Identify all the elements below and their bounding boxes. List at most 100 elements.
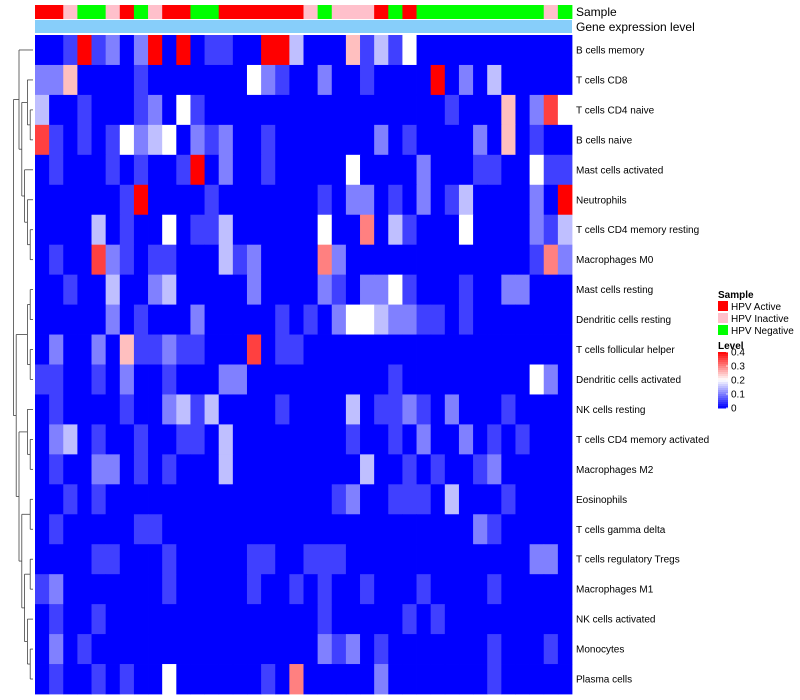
cell-r11-c0	[35, 364, 50, 395]
cell-r16-c12	[204, 514, 220, 545]
cell-r15-c34	[515, 484, 531, 515]
cell-r16-c29	[444, 514, 460, 545]
cell-r16-c31	[473, 514, 488, 545]
cell-r15-c7	[133, 484, 149, 515]
level-legend-segment	[718, 394, 728, 397]
cell-r7-c7	[133, 244, 149, 276]
cell-r14-c11	[190, 454, 205, 485]
cell-r1-c15	[246, 64, 262, 96]
level-legend-segment	[718, 378, 728, 381]
cell-r6-c23	[360, 214, 375, 246]
cell-r3-c12	[204, 124, 220, 156]
cell-r4-c2	[63, 154, 78, 186]
cell-r12-c19	[303, 394, 319, 425]
cell-r19-c9	[162, 604, 177, 635]
cell-r13-c20	[317, 424, 333, 455]
cell-r8-c35	[529, 274, 545, 305]
cell-r6-c16	[261, 214, 276, 246]
cell-r20-c33	[501, 634, 516, 665]
cell-r15-c19	[303, 484, 319, 515]
cell-r4-c15	[246, 154, 262, 186]
cell-r15-c25	[388, 484, 403, 515]
cell-r19-c31	[473, 604, 488, 635]
cell-r3-c37	[557, 124, 573, 156]
cell-r12-c25	[388, 394, 403, 425]
cell-r18-c13	[218, 574, 234, 605]
cell-r8-c5	[105, 274, 121, 305]
cell-r10-c9	[162, 334, 177, 365]
cell-r0-c27	[416, 35, 432, 66]
cell-r13-c15	[246, 424, 262, 455]
cell-r6-c12	[204, 214, 220, 246]
row-label: Dendritic cells resting	[576, 315, 671, 326]
cell-r5-c15	[246, 184, 262, 216]
cell-r4-c31	[473, 154, 488, 186]
cell-r15-c35	[529, 484, 545, 515]
cell-r3-c35	[529, 124, 545, 156]
cell-r1-c29	[444, 64, 460, 96]
cell-r8-c0	[35, 274, 50, 305]
cell-r17-c34	[515, 544, 531, 575]
sample-cell-26	[402, 5, 417, 19]
cell-r21-c3	[77, 664, 92, 695]
cell-r18-c16	[261, 574, 276, 605]
cell-r11-c9	[162, 364, 177, 395]
cell-r19-c19	[303, 604, 319, 635]
cell-r19-c25	[388, 604, 403, 635]
cell-r10-c24	[374, 334, 389, 365]
cell-r16-c1	[49, 514, 64, 545]
row-label: T cells CD4 memory resting	[576, 225, 699, 236]
cell-r16-c24	[374, 514, 389, 545]
cell-r16-c14	[232, 514, 248, 545]
row-label: Monocytes	[576, 645, 624, 656]
cell-r4-c35	[529, 154, 545, 186]
cell-r12-c11	[190, 394, 205, 425]
cell-r7-c8	[148, 244, 163, 276]
cell-r6-c36	[543, 214, 559, 246]
cell-r21-c30	[458, 664, 474, 695]
cell-r6-c6	[119, 214, 135, 246]
cell-r17-c31	[473, 544, 488, 575]
cell-r5-c17	[275, 184, 290, 216]
sample-cell-20	[317, 5, 333, 19]
cell-r11-c16	[261, 364, 276, 395]
cell-r20-c21	[331, 634, 347, 665]
cell-r3-c32	[487, 124, 502, 156]
cell-r8-c22	[345, 274, 361, 305]
cell-r21-c21	[331, 664, 347, 695]
cell-r19-c12	[204, 604, 220, 635]
cell-r10-c18	[289, 334, 304, 365]
cell-r8-c26	[402, 274, 417, 305]
cell-r10-c13	[218, 334, 234, 365]
cell-r10-c27	[416, 334, 432, 365]
cell-r21-c18	[289, 664, 304, 695]
cell-r1-c11	[190, 64, 205, 96]
cell-r8-c29	[444, 274, 460, 305]
cell-r3-c13	[218, 124, 234, 156]
cell-r0-c28	[430, 35, 446, 66]
sample-cell-5	[105, 5, 121, 19]
sample-legend-label-2: HPV Negative	[731, 326, 794, 337]
cell-r10-c28	[430, 334, 446, 365]
cell-r1-c9	[162, 64, 177, 96]
cell-r17-c6	[119, 544, 135, 575]
cell-r9-c23	[360, 304, 375, 335]
cell-r6-c11	[190, 214, 205, 246]
cell-r9-c9	[162, 304, 177, 335]
sample-cell-35	[529, 5, 545, 19]
level-legend-segment	[718, 354, 728, 357]
cell-r9-c6	[119, 304, 135, 335]
cell-r13-c33	[501, 424, 516, 455]
cell-r5-c30	[458, 184, 474, 216]
cell-r15-c11	[190, 484, 205, 515]
cell-r5-c34	[515, 184, 531, 216]
cell-r7-c5	[105, 244, 121, 276]
level-legend-segment	[718, 390, 728, 393]
cell-r12-c37	[557, 394, 573, 425]
cell-r1-c27	[416, 64, 432, 96]
cell-r4-c33	[501, 154, 516, 186]
cell-r12-c14	[232, 394, 248, 425]
cell-r13-c26	[402, 424, 417, 455]
cell-r15-c33	[501, 484, 516, 515]
cell-r16-c28	[430, 514, 446, 545]
